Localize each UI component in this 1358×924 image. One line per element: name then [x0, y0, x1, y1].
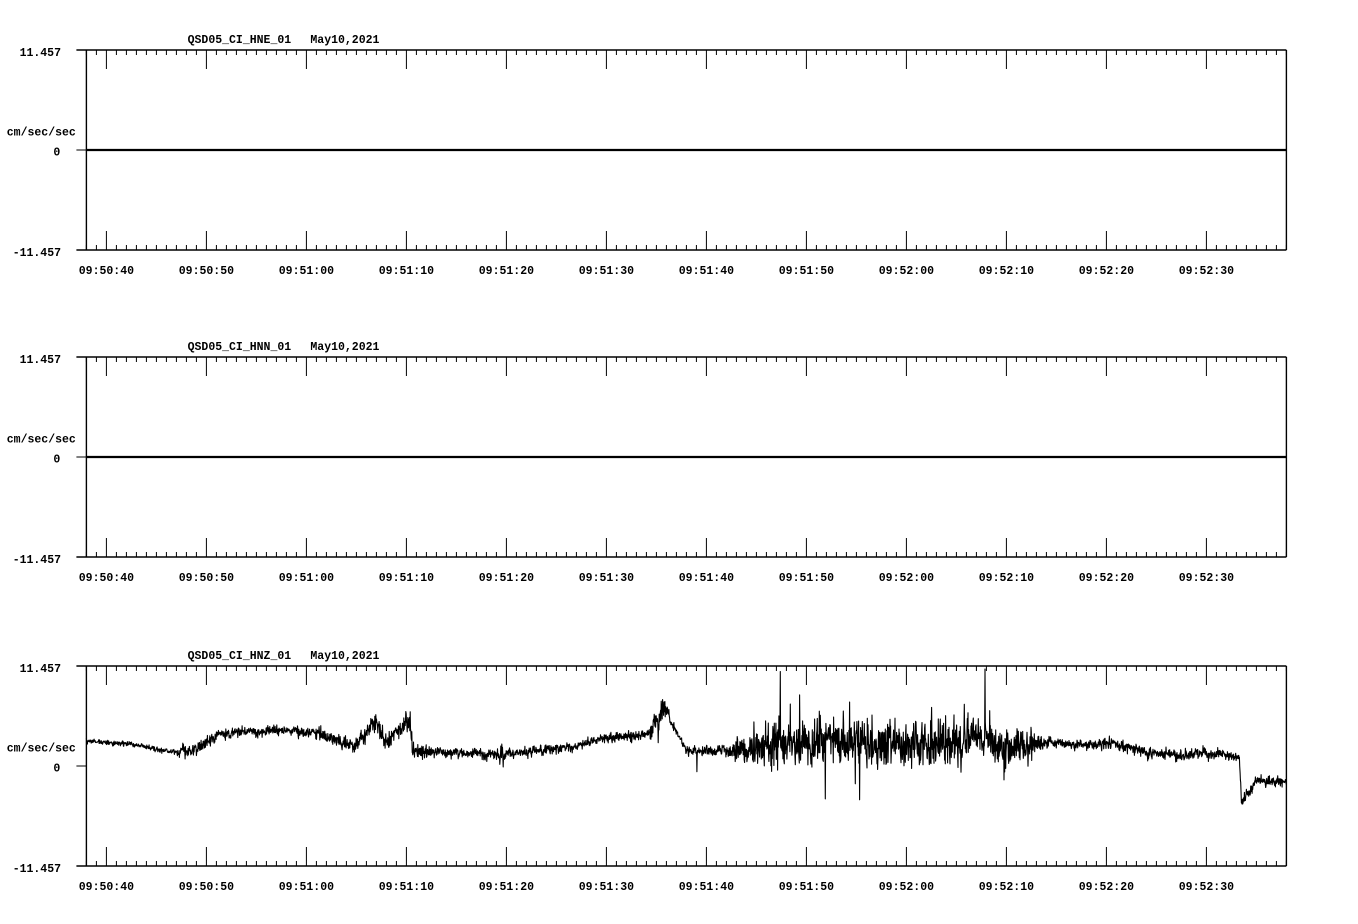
- svg-text:QSD05_CI_HNN_01: QSD05_CI_HNN_01: [188, 341, 292, 354]
- svg-text:09:51:30: 09:51:30: [579, 572, 634, 585]
- svg-text:09:50:40: 09:50:40: [79, 881, 134, 894]
- svg-text:cm/sec/sec: cm/sec/sec: [7, 127, 76, 140]
- svg-text:09:50:50: 09:50:50: [179, 881, 234, 894]
- svg-text:cm/sec/sec: cm/sec/sec: [7, 434, 76, 447]
- svg-text:09:51:00: 09:51:00: [279, 265, 334, 278]
- svg-text:09:51:30: 09:51:30: [579, 265, 634, 278]
- svg-text:cm/sec/sec: cm/sec/sec: [7, 743, 76, 756]
- svg-text:09:50:40: 09:50:40: [79, 572, 134, 585]
- svg-text:09:51:40: 09:51:40: [679, 572, 734, 585]
- svg-text:May10,2021: May10,2021: [310, 341, 379, 354]
- svg-text:09:52:20: 09:52:20: [1079, 881, 1134, 894]
- svg-text:09:51:50: 09:51:50: [779, 265, 834, 278]
- svg-text:-11.457: -11.457: [13, 863, 61, 876]
- svg-text:09:51:20: 09:51:20: [479, 572, 534, 585]
- svg-text:09:51:10: 09:51:10: [379, 265, 434, 278]
- svg-text:-11.457: -11.457: [13, 554, 61, 567]
- svg-text:11.457: 11.457: [20, 47, 62, 60]
- svg-text:0: 0: [53, 454, 60, 467]
- svg-text:-11.457: -11.457: [13, 247, 61, 260]
- svg-text:09:51:20: 09:51:20: [479, 265, 534, 278]
- svg-text:09:50:50: 09:50:50: [179, 572, 234, 585]
- svg-text:09:51:40: 09:51:40: [679, 881, 734, 894]
- svg-text:09:51:50: 09:51:50: [779, 881, 834, 894]
- svg-text:09:50:50: 09:50:50: [179, 265, 234, 278]
- svg-text:09:52:10: 09:52:10: [979, 572, 1034, 585]
- svg-text:09:52:30: 09:52:30: [1179, 572, 1234, 585]
- svg-text:09:52:20: 09:52:20: [1079, 572, 1134, 585]
- svg-text:09:52:30: 09:52:30: [1179, 881, 1234, 894]
- svg-text:May10,2021: May10,2021: [310, 34, 379, 47]
- svg-text:09:51:50: 09:51:50: [779, 572, 834, 585]
- svg-text:QSD05_CI_HNE_01: QSD05_CI_HNE_01: [188, 34, 292, 47]
- svg-text:0: 0: [53, 763, 60, 776]
- svg-text:09:52:10: 09:52:10: [979, 265, 1034, 278]
- svg-text:09:52:00: 09:52:00: [879, 572, 934, 585]
- svg-text:09:52:30: 09:52:30: [1179, 265, 1234, 278]
- svg-text:09:51:10: 09:51:10: [379, 881, 434, 894]
- svg-text:09:51:20: 09:51:20: [479, 881, 534, 894]
- svg-text:11.457: 11.457: [20, 354, 62, 367]
- svg-text:09:52:00: 09:52:00: [879, 265, 934, 278]
- svg-text:09:52:00: 09:52:00: [879, 881, 934, 894]
- svg-text:09:51:10: 09:51:10: [379, 572, 434, 585]
- svg-text:09:51:00: 09:51:00: [279, 881, 334, 894]
- svg-text:09:52:20: 09:52:20: [1079, 265, 1134, 278]
- svg-text:09:51:00: 09:51:00: [279, 572, 334, 585]
- svg-text:0: 0: [53, 147, 60, 160]
- svg-text:QSD05_CI_HNZ_01: QSD05_CI_HNZ_01: [188, 650, 292, 663]
- svg-text:11.457: 11.457: [20, 663, 62, 676]
- svg-text:09:50:40: 09:50:40: [79, 265, 134, 278]
- svg-text:09:52:10: 09:52:10: [979, 881, 1034, 894]
- svg-text:09:51:40: 09:51:40: [679, 265, 734, 278]
- svg-text:09:51:30: 09:51:30: [579, 881, 634, 894]
- svg-text:May10,2021: May10,2021: [310, 650, 379, 663]
